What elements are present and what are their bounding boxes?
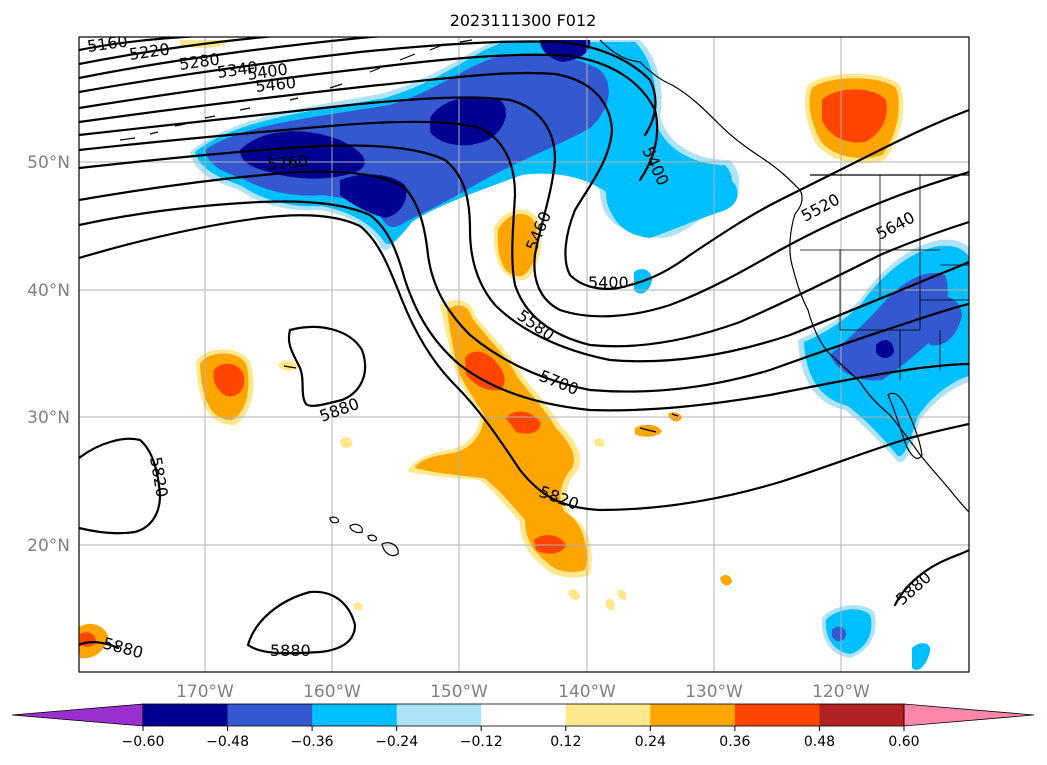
longitude-label: 120°W (812, 682, 870, 702)
positive-anomaly-light-region (617, 589, 627, 600)
latitude-axis-labels: 50°N 40°N 30°N 20°N (27, 153, 70, 556)
contour-line-5280 (79, 37, 385, 80)
colorbar-tick-label: 0.60 (888, 734, 919, 750)
longitude-label: 170°W (176, 682, 234, 702)
positive-anomaly-light-region (340, 437, 353, 448)
longitude-label: 150°W (430, 682, 488, 702)
colorbar-tick-label: −0.12 (460, 734, 503, 750)
contour-line-5880-southeast (893, 548, 969, 607)
positive-anomaly-strong-region (534, 535, 566, 554)
colorbar-cell (312, 704, 398, 726)
contour-line-5700 (79, 170, 969, 393)
colorbar-tick-label: 0.24 (635, 734, 666, 750)
colorbar-tick-label: −0.24 (375, 734, 418, 750)
contour-line-5760 (79, 200, 969, 412)
map-title: 2023111300 F012 (450, 11, 597, 30)
longitude-axis-labels: 170°W 160°W 150°W 140°W 130°W 120°W (176, 682, 870, 702)
negative-anomaly-medium-region (912, 643, 931, 671)
colorbar-tick-label: −0.48 (206, 734, 249, 750)
colorbar-cells (11, 703, 1035, 727)
longitude-label: 140°W (558, 682, 616, 702)
colorbar-tick-label: 0.36 (719, 734, 750, 750)
contour-line-5820-west (79, 437, 162, 535)
hawaii-islands (329, 516, 399, 557)
contour-line-5340 (79, 40, 657, 137)
colorbar-tick-label: −0.36 (291, 734, 334, 750)
contour-line-5400-north (79, 53, 659, 182)
negative-anomaly-very-strong-region (340, 174, 407, 218)
contour-label: 5160 (86, 31, 129, 55)
positive-anomaly-light-region (594, 438, 605, 447)
positive-anomaly-light-region (635, 424, 662, 437)
state-borders (800, 175, 969, 380)
negative-anomaly-medium-region (607, 171, 738, 238)
contour-line-5460-north (79, 71, 969, 290)
colorbar-cell (734, 704, 820, 726)
map-frame (78, 36, 970, 673)
negative-anomaly-very-strong-region (240, 131, 365, 179)
latitude-label: 50°N (27, 153, 70, 173)
negative-anomaly-strong-region (830, 272, 948, 381)
positive-anomaly-strong-region (822, 89, 887, 143)
colorbar-ticks (142, 726, 905, 731)
colorbar-frame (142, 703, 905, 727)
positive-anomaly-light-region (605, 598, 615, 611)
colorbar-cell (396, 704, 482, 726)
contour-line-5640 (79, 144, 969, 363)
colorbar-extension-high (903, 703, 1035, 727)
contour-line-5220 (79, 37, 278, 66)
contour-line-5160 (79, 37, 201, 52)
contour-label: 5460 (254, 73, 296, 96)
positive-anomaly-medium-region (415, 305, 587, 572)
negative-anomaly-medium-region (825, 609, 872, 654)
colorbar-tick-label: 0.12 (550, 734, 581, 750)
contour-line-5880-south (246, 590, 357, 655)
colorbar-extension-low (11, 703, 144, 727)
colorbar-cell (227, 704, 313, 726)
colorbar-cell (819, 704, 905, 726)
contour-line-5580 (79, 120, 969, 348)
positive-anomaly-medium-region (497, 213, 538, 277)
latitude-label: 40°N (27, 281, 70, 301)
negative-anomaly-very-strong-region (876, 340, 894, 358)
colorbar-tick-label: −0.60 (122, 734, 165, 750)
contour-line-5520 (79, 96, 969, 318)
positive-anomaly-light-region (568, 589, 580, 600)
height-contours (79, 37, 969, 655)
colorbar-cell (650, 704, 736, 726)
contour-line-5880-southwest (79, 641, 120, 650)
longitude-label: 160°W (303, 682, 361, 702)
contour-label: 5760 (267, 152, 309, 174)
latitude-label: 20°N (27, 536, 70, 556)
contour-label: 5400 (588, 273, 629, 292)
longitude-label: 130°W (685, 682, 743, 702)
colorbar-tick-label: 0.48 (804, 734, 835, 750)
positive-anomaly-strong-region (213, 363, 245, 397)
negative-anomaly-strong-region (205, 53, 609, 227)
positive-anomaly-light-region (720, 575, 732, 586)
positive-anomaly-light-region (278, 361, 298, 371)
contour-label: 5880 (270, 641, 311, 660)
contour-line-5880-closed (287, 325, 367, 407)
map-panel: 5160 5220 5280 5340 5400 5460 5760 5400 … (78, 31, 970, 673)
west-coast-coastline (789, 213, 969, 513)
colorbar-cell (143, 704, 229, 726)
contour-line-5820 (79, 214, 969, 512)
colorbar-cell (565, 704, 651, 726)
negative-anomaly-strong-region (832, 626, 846, 642)
aleutian-islands (119, 39, 473, 141)
small-islands (283, 365, 679, 433)
positive-anomaly-strong-region (465, 351, 505, 391)
positive-anomaly-light-region (353, 602, 363, 611)
colorbar-tick-labels: −0.60 −0.48 −0.36 −0.24 −0.12 0.12 0.24 0.36 0.4… (122, 734, 920, 750)
latitude-label: 30°N (27, 408, 70, 428)
colorbar-cell (481, 704, 567, 726)
baja-peninsula (887, 392, 923, 459)
colorbar: −0.60 −0.48 −0.36 −0.24 −0.12 0.12 0.24 0.36 0.4… (11, 703, 1035, 750)
